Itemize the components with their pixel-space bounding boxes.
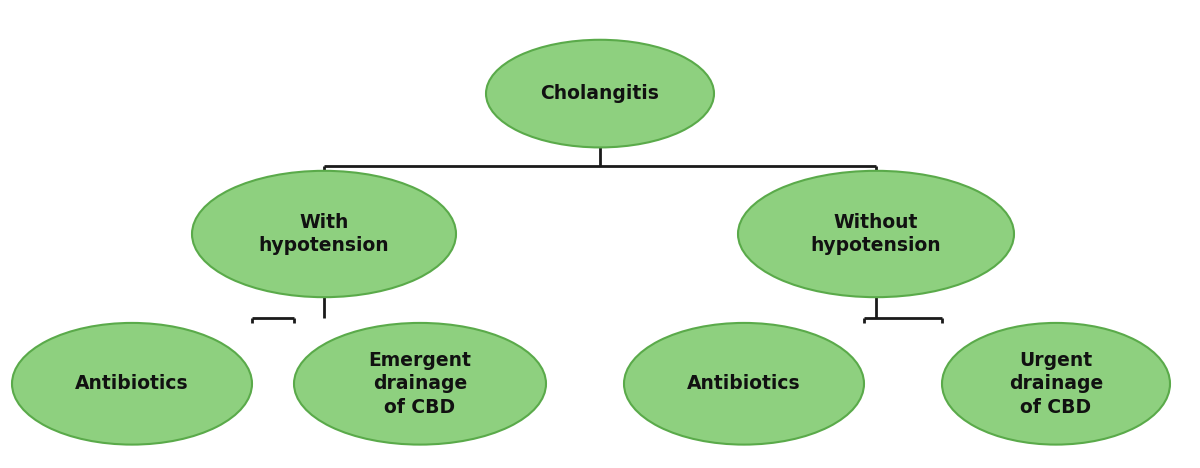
Text: Emergent
drainage
of CBD: Emergent drainage of CBD xyxy=(368,351,472,417)
Ellipse shape xyxy=(192,171,456,297)
Ellipse shape xyxy=(294,323,546,445)
Ellipse shape xyxy=(624,323,864,445)
Ellipse shape xyxy=(12,323,252,445)
Ellipse shape xyxy=(486,40,714,147)
Text: Antibiotics: Antibiotics xyxy=(688,374,800,393)
Text: With
hypotension: With hypotension xyxy=(259,213,389,255)
Ellipse shape xyxy=(738,171,1014,297)
Text: Urgent
drainage
of CBD: Urgent drainage of CBD xyxy=(1009,351,1103,417)
Ellipse shape xyxy=(942,323,1170,445)
Text: Antibiotics: Antibiotics xyxy=(76,374,188,393)
Text: Without
hypotension: Without hypotension xyxy=(811,213,941,255)
Text: Cholangitis: Cholangitis xyxy=(540,84,660,103)
